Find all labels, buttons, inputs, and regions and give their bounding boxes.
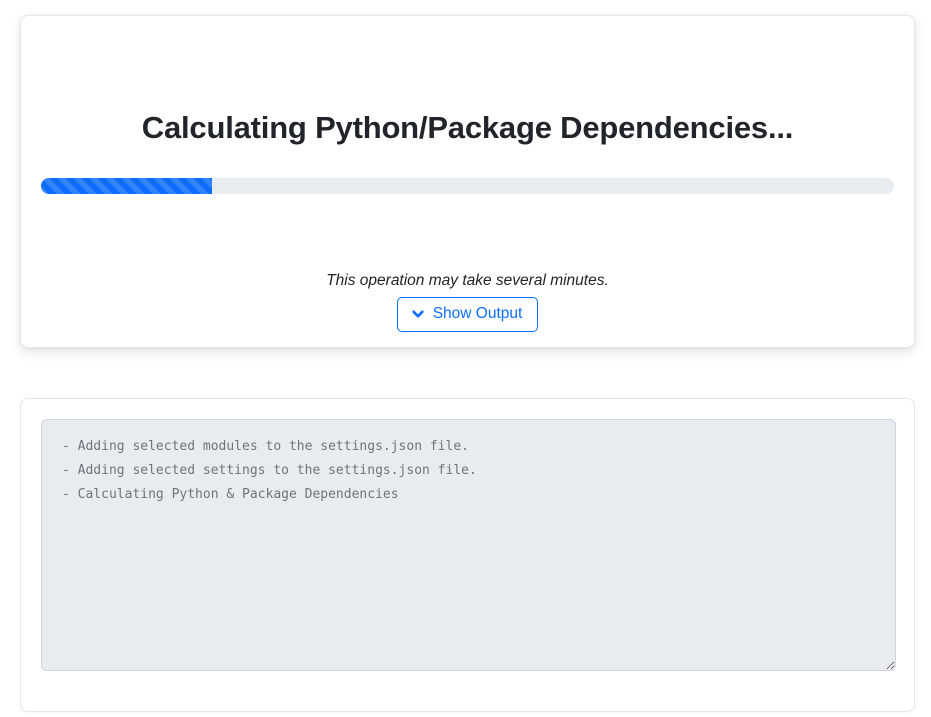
progress-bar-fill <box>41 178 212 194</box>
show-output-button[interactable]: Show Output <box>396 297 539 332</box>
chevron-down-icon <box>411 307 425 321</box>
output-card <box>20 398 915 712</box>
page-title: Calculating Python/Package Dependencies.… <box>141 110 794 145</box>
show-output-button-label: Show Output <box>432 305 523 322</box>
progress-bar-track <box>41 178 894 194</box>
output-log-textarea[interactable] <box>41 419 896 671</box>
progress-card: Calculating Python/Package Dependencies.… <box>20 15 915 348</box>
wait-note: This operation may take several minutes. <box>326 272 609 289</box>
